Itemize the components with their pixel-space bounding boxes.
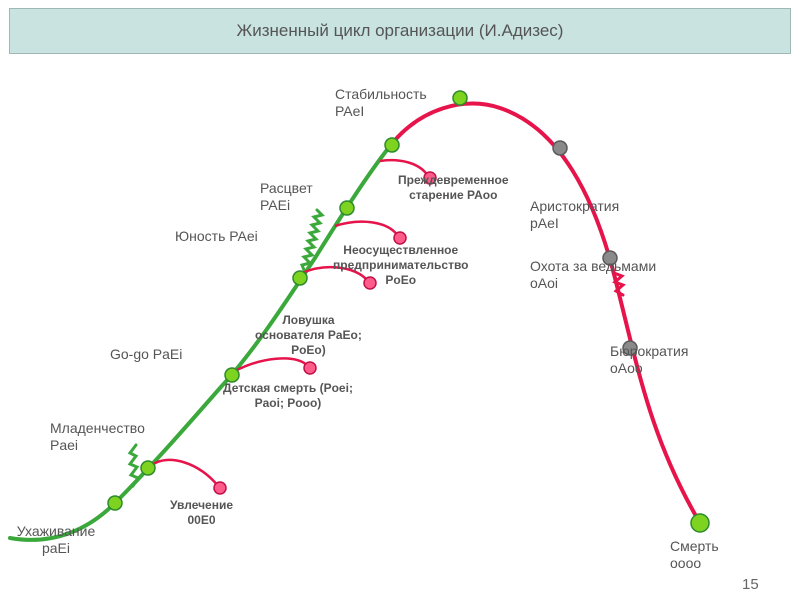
trap-label-3: Неосуществленное предпринимательство PoE… [333, 243, 469, 288]
trap-branch-0 [152, 460, 218, 486]
stage-dot-0 [108, 496, 122, 510]
trap-dot-1 [304, 362, 316, 374]
stage-dot-2 [225, 368, 239, 382]
stage-label-4: Расцвет PAEi [260, 180, 313, 214]
stage-dot-3 [293, 271, 307, 285]
stage-label-1: Младенчество Paei [50, 420, 145, 454]
title-bar: Жизненный цикл организации (И.Адизес) [9, 8, 791, 54]
stage-label-9: Смерть oooo [670, 538, 719, 572]
chart-area: Ухаживание paEi Младенчество Paei Go-go Pa… [0, 68, 800, 608]
trap-label-0: Увлечение 00Е0 [170, 498, 233, 528]
stage-label-8: Бюрократия oAoo [610, 343, 688, 377]
stage-label-7: Охота за ведьмами oAoi [530, 258, 656, 292]
trap-label-1: Детская смерть (Poei; Paoi; Pooo) [223, 381, 353, 411]
stage-label-2: Go-go PaEi [110, 346, 182, 363]
lifecycle-curve-svg [0, 68, 800, 608]
trap-label-4: Преждевременное старение PAoo [398, 173, 509, 203]
stage-label-6: Аристократия pAeI [530, 198, 619, 232]
decline-curve [390, 104, 700, 523]
stage-dot-4 [340, 201, 354, 215]
gray-dot-0 [553, 141, 567, 155]
trap-dot-0 [214, 482, 226, 494]
stage-dot-7 [691, 514, 709, 532]
stage-label-3: Юность PAei [175, 228, 258, 245]
stage-dot-1 [141, 461, 155, 475]
page-number: 15 [742, 576, 759, 593]
trap-branch-3 [335, 222, 398, 236]
trap-label-2: Ловушка основателя PaEo; PoEo) [255, 313, 362, 358]
stage-dot-6 [453, 91, 467, 105]
stage-dot-5 [385, 138, 399, 152]
stage-label-0: Ухаживание paEi [17, 523, 95, 557]
stage-label-5: Стабильность PAeI [335, 86, 427, 120]
title-text: Жизненный цикл организации (И.Адизес) [237, 21, 564, 41]
